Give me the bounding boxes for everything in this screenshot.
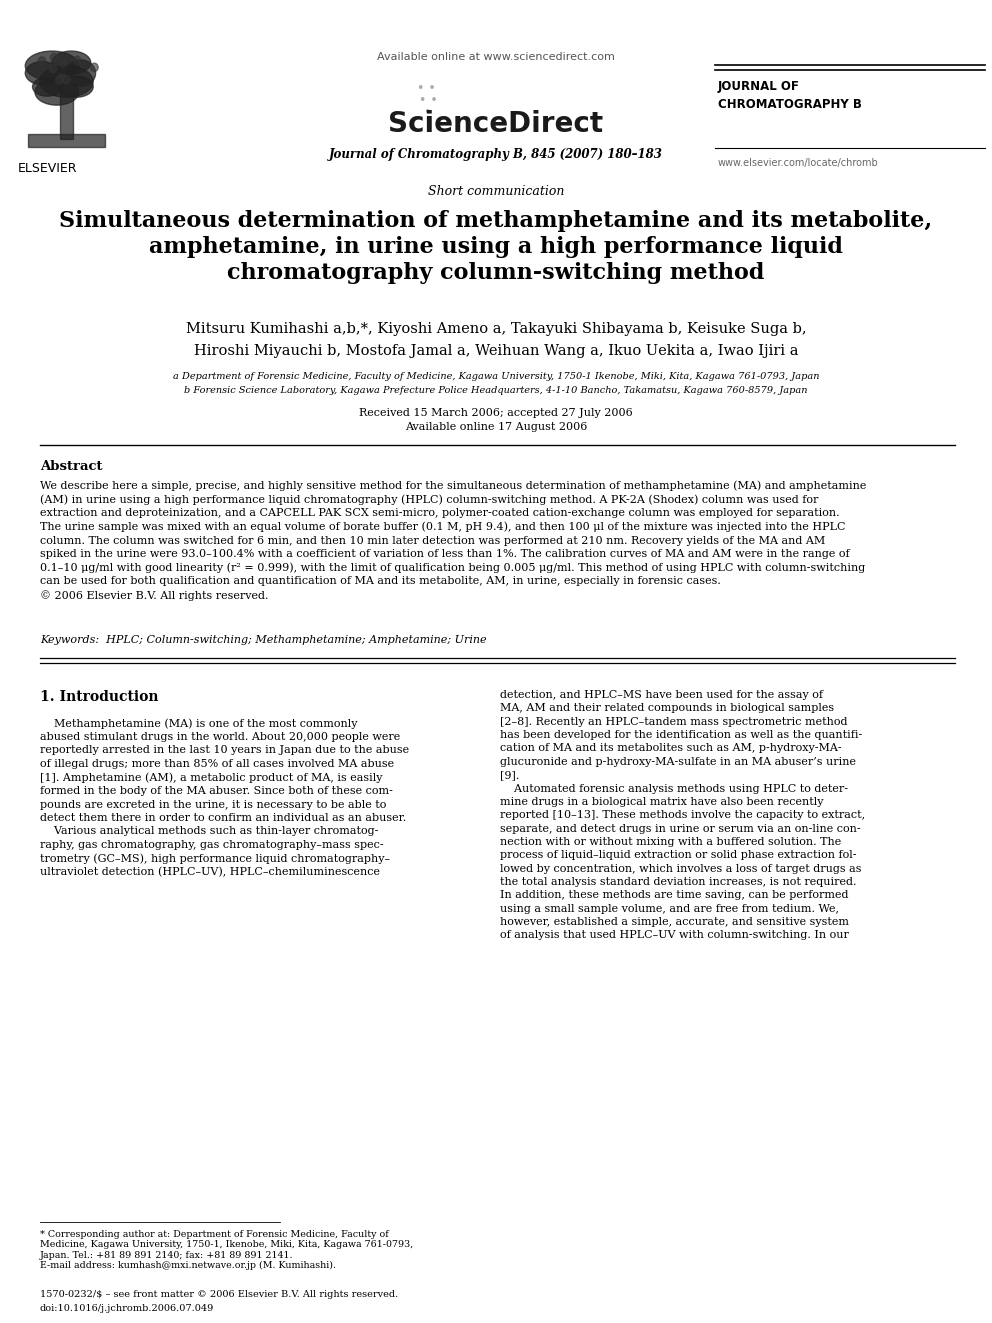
Text: Short communication: Short communication (428, 185, 564, 198)
Text: Available online at www.sciencedirect.com: Available online at www.sciencedirect.co… (377, 52, 615, 62)
Text: Journal of Chromatography B, 845 (2007) 180–183: Journal of Chromatography B, 845 (2007) … (329, 148, 663, 161)
Ellipse shape (25, 52, 78, 81)
Ellipse shape (66, 60, 95, 86)
Text: ScienceDirect: ScienceDirect (389, 110, 603, 138)
Circle shape (60, 58, 66, 66)
Text: 1570-0232/$ – see front matter © 2006 Elsevier B.V. All rights reserved.: 1570-0232/$ – see front matter © 2006 El… (40, 1290, 398, 1299)
Text: JOURNAL OF
CHROMATOGRAPHY B: JOURNAL OF CHROMATOGRAPHY B (718, 79, 862, 111)
Text: • •
 • •
•: • • • • • (416, 82, 437, 119)
Text: 1. Introduction: 1. Introduction (40, 691, 159, 704)
Text: We describe here a simple, precise, and highly sensitive method for the simultan: We describe here a simple, precise, and … (40, 480, 866, 601)
Text: a Department of Forensic Medicine, Faculty of Medicine, Kagawa University, 1750-: a Department of Forensic Medicine, Facul… (173, 372, 819, 381)
Ellipse shape (52, 52, 90, 74)
Text: Keywords:  HPLC; Column-switching; Methamphetamine; Amphetamine; Urine: Keywords: HPLC; Column-switching; Metham… (40, 635, 487, 646)
Ellipse shape (40, 66, 93, 98)
Circle shape (56, 75, 63, 83)
Bar (60, 93, 73, 139)
Text: www.elsevier.com/locate/chromb: www.elsevier.com/locate/chromb (718, 157, 879, 168)
Text: Available online 17 August 2006: Available online 17 August 2006 (405, 422, 587, 433)
Circle shape (73, 56, 80, 65)
Text: Hiroshi Miyauchi b, Mostofa Jamal a, Weihuan Wang a, Ikuo Uekita a, Iwao Ijiri a: Hiroshi Miyauchi b, Mostofa Jamal a, Wei… (193, 344, 799, 359)
Text: detection, and HPLC–MS have been used for the assay of
MA, AM and their related : detection, and HPLC–MS have been used fo… (500, 691, 865, 941)
Ellipse shape (25, 62, 60, 85)
Bar (28, 134, 105, 147)
Text: b Forensic Science Laboratory, Kagawa Prefecture Police Headquarters, 4-1-10 Ban: b Forensic Science Laboratory, Kagawa Pr… (185, 386, 807, 396)
Text: Simultaneous determination of methamphetamine and its metabolite,
amphetamine, i: Simultaneous determination of methamphet… (60, 210, 932, 284)
Text: ELSEVIER: ELSEVIER (18, 161, 77, 175)
Text: Abstract: Abstract (40, 460, 102, 474)
Text: doi:10.1016/j.jchromb.2006.07.049: doi:10.1016/j.jchromb.2006.07.049 (40, 1304, 214, 1312)
Circle shape (51, 53, 59, 62)
Ellipse shape (60, 77, 93, 98)
Text: Mitsuru Kumihashi a,b,*, Kiyoshi Ameno a, Takayuki Shibayama b, Keisuke Suga b,: Mitsuru Kumihashi a,b,*, Kiyoshi Ameno a… (186, 321, 806, 336)
Circle shape (50, 65, 57, 73)
Ellipse shape (33, 77, 62, 97)
Text: Methamphetamine (MA) is one of the most commonly
abused stimulant drugs in the w: Methamphetamine (MA) is one of the most … (40, 718, 409, 877)
Ellipse shape (35, 79, 78, 105)
Circle shape (62, 75, 70, 83)
Circle shape (90, 64, 98, 71)
Text: * Corresponding author at: Department of Forensic Medicine, Faculty of
Medicine,: * Corresponding author at: Department of… (40, 1230, 414, 1270)
Text: Received 15 March 2006; accepted 27 July 2006: Received 15 March 2006; accepted 27 July… (359, 407, 633, 418)
Circle shape (38, 57, 46, 65)
